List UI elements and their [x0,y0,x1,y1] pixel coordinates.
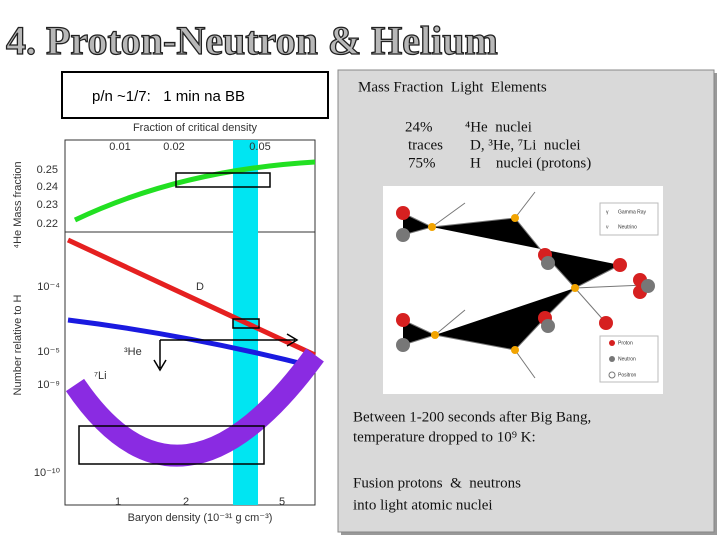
shape [609,340,615,346]
top-axis-label: Fraction of critical density [133,122,258,134]
figure: Fraction of critical density 0.01 0.02 0… [12,122,324,524]
x-label: Baryon density (10⁻³¹ g cm⁻³) [128,512,273,524]
note-box [61,71,329,119]
group [396,228,655,352]
row-item: D, ³He, ⁷Li nuclei [470,137,581,153]
shape [175,172,271,188]
legend-entry: Positron [618,372,637,378]
row-item: H nuclei (protons) [470,155,591,171]
shape [641,279,655,293]
curve-label: D [196,281,204,293]
shape [73,159,316,223]
shape [613,258,627,272]
top-tick: 0.01 [109,141,130,153]
shape [511,346,519,354]
row-amount: traces [408,137,443,153]
paragraph-line: Between 1-200 seconds after Big Bang, [353,409,591,425]
shape [232,318,260,329]
panel-heading: Mass Fraction Light Elements [358,79,547,95]
legend-entry: Neutron [618,356,636,362]
shape [66,237,317,358]
shape [67,317,316,370]
top-tick: 0.02 [163,141,184,153]
shape [541,256,555,270]
shape [599,202,659,236]
legend-entry: Gamma Ray [618,209,647,215]
x-tick: 1 [115,496,121,508]
y-tick: 10⁻⁵ [37,346,60,358]
legend-symbol: ν [606,224,609,230]
shape [541,319,555,333]
curve-label: ³He [124,346,142,358]
title: 4. Proton-Neutron & Helium [6,18,498,63]
y-tick: 0.25 [37,164,58,176]
y-tick: 0.22 [37,218,58,230]
paragraph-line: into light atomic nuclei [353,497,493,513]
y-tick: 10⁻¹⁰ [34,467,61,479]
row-item: ⁴He nuclei [465,119,532,135]
y-label: Number relative to H [12,295,24,396]
y-label: ⁴He Mass fraction [12,161,24,248]
y-tick: 10⁻⁹ [37,379,60,391]
fusion-diagram: γ ν Gamma Ray Neutrino Proton Neutron Po… [383,186,663,394]
shape [396,313,410,327]
curve-label: ⁷Li [94,370,107,382]
row-amount: 24% [405,119,433,135]
shape [511,214,519,222]
paragraph-line: temperature dropped to 10⁹ K: [353,429,536,445]
shape [571,284,579,292]
note-text: p/n ~1/7: 1 min na BB [92,88,245,105]
shape [608,371,616,379]
legend-entry: Neutrino [618,224,637,230]
legend-symbol: γ [606,209,609,215]
shape [65,348,324,467]
y-tick: 0.24 [37,181,58,193]
shape [396,228,410,242]
x-tick: 2 [183,496,189,508]
y-tick: 10⁻⁴ [37,281,60,293]
shape [431,331,439,339]
shape [599,335,659,383]
row-amount: 75% [408,155,436,171]
shape [78,425,265,465]
shape [396,206,410,220]
top-tick: 0.05 [249,141,270,153]
legend-entry: Proton [618,340,633,346]
y-tick: 0.23 [37,199,58,211]
group [428,214,579,354]
shape [64,139,316,506]
paragraph-line: Fusion protons & neutrons [353,475,521,491]
shape [383,186,663,394]
x-tick: 5 [279,496,285,508]
shape [609,356,615,362]
shape [153,333,299,372]
shape [428,223,436,231]
shape [599,316,613,330]
shape [396,338,410,352]
